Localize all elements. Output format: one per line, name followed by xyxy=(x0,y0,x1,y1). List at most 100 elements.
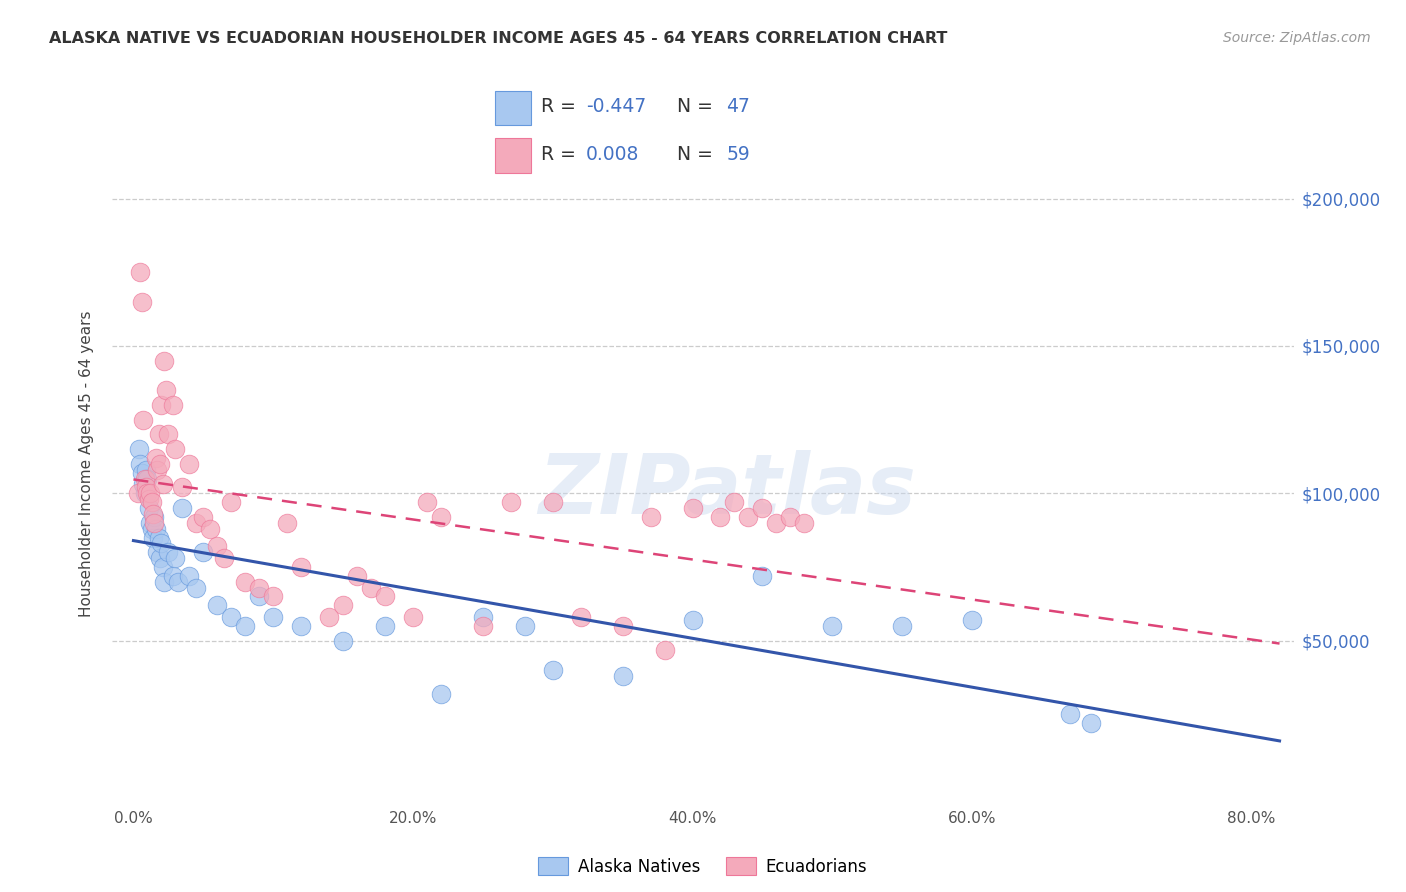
Text: N =: N = xyxy=(676,145,718,163)
Point xyxy=(132,477,155,491)
Point xyxy=(499,495,522,509)
Point xyxy=(247,581,270,595)
FancyBboxPatch shape xyxy=(495,91,531,126)
Point xyxy=(569,610,592,624)
Point xyxy=(219,610,242,624)
Text: 59: 59 xyxy=(727,145,749,163)
Point xyxy=(247,590,270,604)
Point xyxy=(219,495,242,509)
Point xyxy=(153,574,176,589)
Point xyxy=(960,613,983,627)
Point xyxy=(142,507,165,521)
Point xyxy=(143,516,166,530)
Point xyxy=(233,619,256,633)
Legend: Alaska Natives, Ecuadorians: Alaska Natives, Ecuadorians xyxy=(531,851,875,882)
Y-axis label: Householder Income Ages 45 - 64 years: Householder Income Ages 45 - 64 years xyxy=(79,310,94,617)
Point xyxy=(332,599,354,613)
Point xyxy=(149,457,172,471)
Point xyxy=(513,619,536,633)
Point xyxy=(541,495,564,509)
Point xyxy=(233,574,256,589)
Text: R =: R = xyxy=(541,97,582,117)
Point xyxy=(430,509,453,524)
Text: N =: N = xyxy=(676,97,718,117)
Point xyxy=(138,492,160,507)
Point xyxy=(186,581,208,595)
Point xyxy=(1059,707,1081,722)
Point xyxy=(262,590,284,604)
Point xyxy=(153,353,176,368)
Point xyxy=(141,495,163,509)
Point xyxy=(471,619,494,633)
Point xyxy=(138,501,160,516)
Point xyxy=(157,427,180,442)
Point xyxy=(430,687,453,701)
Point xyxy=(471,610,494,624)
Point xyxy=(136,486,159,500)
Point xyxy=(612,619,634,633)
Point xyxy=(149,551,172,566)
Point xyxy=(139,516,162,530)
Point xyxy=(290,560,312,574)
Point xyxy=(346,569,368,583)
Point xyxy=(891,619,914,633)
Point xyxy=(129,457,152,471)
Point xyxy=(262,610,284,624)
Point xyxy=(751,501,773,516)
Point xyxy=(131,466,153,480)
Point xyxy=(640,509,662,524)
Point xyxy=(150,398,173,412)
Point xyxy=(276,516,298,530)
Text: 47: 47 xyxy=(727,97,751,117)
Point xyxy=(148,531,170,545)
Point xyxy=(821,619,844,633)
Point xyxy=(145,522,167,536)
Point xyxy=(374,590,396,604)
Point xyxy=(682,501,704,516)
Point xyxy=(332,633,354,648)
Point xyxy=(737,509,759,524)
Text: R =: R = xyxy=(541,145,588,163)
Point xyxy=(139,486,162,500)
Point xyxy=(155,383,177,397)
Point xyxy=(129,265,152,279)
Point xyxy=(751,569,773,583)
Point xyxy=(145,450,167,465)
Point xyxy=(136,472,159,486)
Point xyxy=(193,509,215,524)
Point xyxy=(765,516,787,530)
Point xyxy=(165,551,187,566)
Point xyxy=(723,495,745,509)
Point xyxy=(172,480,194,494)
Point xyxy=(360,581,382,595)
Point xyxy=(172,501,194,516)
Point xyxy=(682,613,704,627)
Text: ALASKA NATIVE VS ECUADORIAN HOUSEHOLDER INCOME AGES 45 - 64 YEARS CORRELATION CH: ALASKA NATIVE VS ECUADORIAN HOUSEHOLDER … xyxy=(49,31,948,46)
Point xyxy=(162,398,184,412)
Point xyxy=(152,560,174,574)
Point xyxy=(793,516,815,530)
Point xyxy=(214,551,236,566)
Point xyxy=(143,509,166,524)
Point xyxy=(193,545,215,559)
Point xyxy=(148,427,170,442)
Point xyxy=(207,540,229,554)
Point xyxy=(162,569,184,583)
Point xyxy=(654,642,676,657)
Point xyxy=(135,480,157,494)
Point xyxy=(179,569,201,583)
Point xyxy=(374,619,396,633)
Point xyxy=(142,531,165,545)
Point xyxy=(146,463,169,477)
FancyBboxPatch shape xyxy=(495,137,531,173)
Point xyxy=(134,486,156,500)
Point xyxy=(402,610,425,624)
Point xyxy=(131,294,153,309)
Point xyxy=(779,509,801,524)
Point xyxy=(709,509,731,524)
Point xyxy=(200,522,222,536)
Point xyxy=(290,619,312,633)
Point xyxy=(1080,716,1102,731)
Point xyxy=(416,495,439,509)
Point xyxy=(128,442,150,456)
